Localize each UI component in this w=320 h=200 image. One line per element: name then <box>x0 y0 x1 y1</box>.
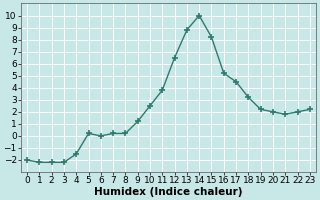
X-axis label: Humidex (Indice chaleur): Humidex (Indice chaleur) <box>94 187 243 197</box>
